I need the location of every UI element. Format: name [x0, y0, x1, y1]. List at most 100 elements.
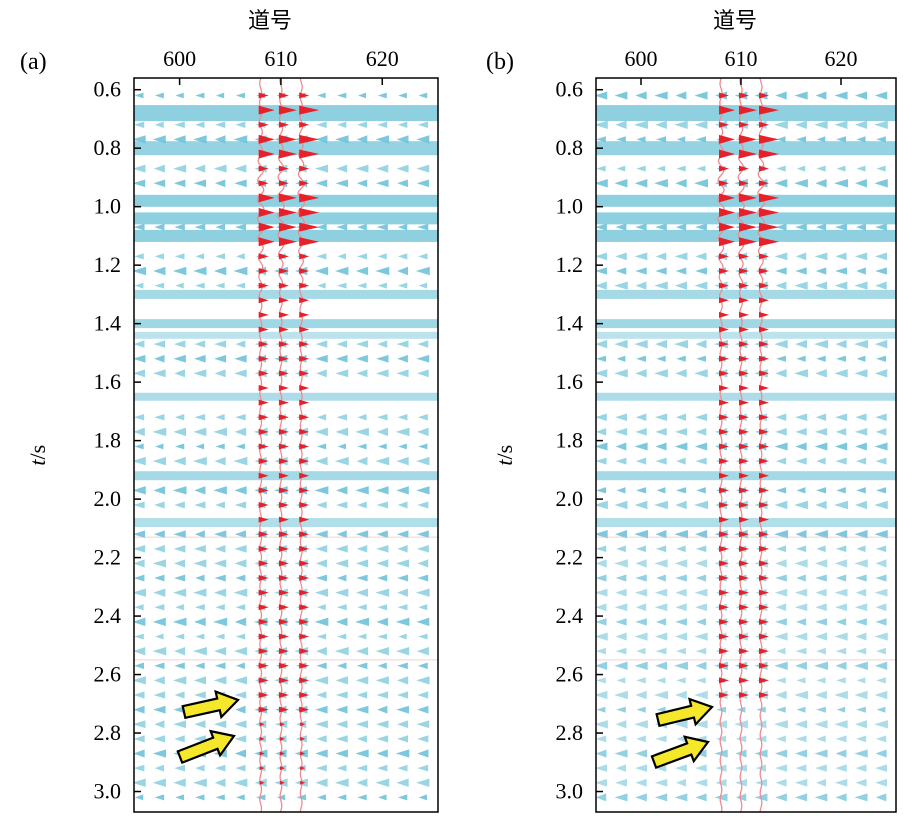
wavelet — [154, 282, 165, 289]
wavelet — [336, 486, 348, 495]
wavelet — [153, 676, 165, 685]
trace-peak — [299, 355, 310, 362]
trace-peak — [719, 414, 729, 421]
wavelet — [194, 604, 205, 611]
reflection-band — [134, 392, 438, 401]
x-tick-label: 610 — [725, 46, 758, 71]
wavelet — [676, 136, 686, 143]
wavelet — [235, 662, 245, 670]
wavelet — [774, 661, 788, 670]
wavelet — [377, 604, 388, 611]
wavelet — [153, 340, 166, 348]
wavelet — [417, 705, 429, 714]
trace-peak — [299, 633, 310, 640]
plot-frame — [133, 77, 439, 813]
wavelet — [396, 456, 409, 466]
wavelet — [397, 121, 408, 129]
wavelet — [357, 223, 367, 231]
trace-peak — [258, 311, 269, 318]
wavelet — [154, 253, 164, 260]
trace-peak — [759, 458, 769, 465]
wavelet — [615, 252, 627, 261]
wavelet — [835, 252, 847, 261]
wavelet — [214, 574, 226, 582]
wavelet — [815, 778, 827, 787]
trace-peak — [759, 618, 769, 625]
wavelet — [635, 778, 647, 787]
trace-peak — [258, 648, 269, 655]
wavelet — [675, 487, 687, 494]
wavelet — [795, 267, 807, 275]
wavelet — [675, 778, 687, 787]
wavelet — [695, 661, 707, 670]
wavelet — [234, 164, 247, 173]
wavelet — [175, 604, 184, 611]
wavelet — [814, 720, 828, 729]
wavelet — [615, 267, 627, 275]
wavelet — [874, 179, 888, 188]
wavelet — [134, 545, 146, 553]
reflection-band — [134, 105, 438, 122]
wavelet — [874, 369, 888, 378]
trace-peak — [299, 208, 320, 218]
wavelet — [376, 530, 388, 538]
trace-peak — [278, 487, 289, 494]
trace-peak — [278, 311, 289, 318]
wavelet — [417, 662, 428, 670]
x-tick-label: 600 — [625, 46, 658, 71]
trace-peak — [258, 443, 269, 450]
trace-peak — [759, 560, 769, 567]
wavelet — [355, 676, 369, 685]
wavelet — [337, 92, 347, 99]
trace-peak — [299, 428, 310, 435]
wavelet — [816, 735, 826, 743]
trace-peak — [739, 618, 749, 625]
trace-peak — [739, 311, 749, 318]
annotation-arrow — [181, 689, 240, 720]
wavelet — [154, 354, 165, 363]
wavelet — [795, 529, 807, 539]
wavelet — [635, 91, 647, 100]
wavelet — [377, 253, 387, 260]
wavelet — [654, 603, 668, 612]
trace-peak — [739, 458, 749, 465]
wavelet — [674, 529, 688, 539]
trace-peak — [258, 134, 275, 144]
wavelet — [355, 559, 369, 568]
wavelet — [795, 647, 807, 655]
wavelet — [415, 588, 430, 597]
trace-peak — [259, 736, 265, 741]
trace-peak — [279, 766, 285, 771]
arrow-shape — [655, 697, 714, 728]
wavelet — [694, 442, 708, 451]
wavelet — [635, 793, 647, 802]
wavelet — [335, 427, 349, 437]
trace-peak — [299, 472, 310, 479]
trace-peak — [759, 677, 769, 684]
wavelet — [815, 369, 827, 378]
trace-peak — [739, 92, 749, 99]
wavelet — [654, 91, 668, 100]
wavelet — [214, 764, 226, 772]
wavelet — [377, 705, 388, 714]
trace-peak — [258, 692, 269, 699]
wavelet — [655, 267, 667, 275]
trace-peak — [739, 297, 749, 304]
wavelet — [634, 339, 648, 349]
wavelet — [416, 427, 429, 437]
wavelet — [195, 662, 205, 670]
wavelet — [854, 793, 868, 802]
wavelet — [874, 339, 888, 349]
wavelet — [315, 545, 328, 553]
wavelet — [174, 735, 185, 743]
wavelet — [854, 428, 868, 436]
trace-peak — [759, 297, 769, 304]
wavelet — [336, 530, 347, 538]
wavelet — [155, 633, 164, 640]
wavelet — [854, 281, 868, 290]
wavelet — [615, 720, 627, 729]
trace-peak — [258, 677, 269, 684]
wavelet — [235, 764, 246, 772]
wavelet — [774, 339, 788, 349]
wavelet — [174, 646, 186, 656]
